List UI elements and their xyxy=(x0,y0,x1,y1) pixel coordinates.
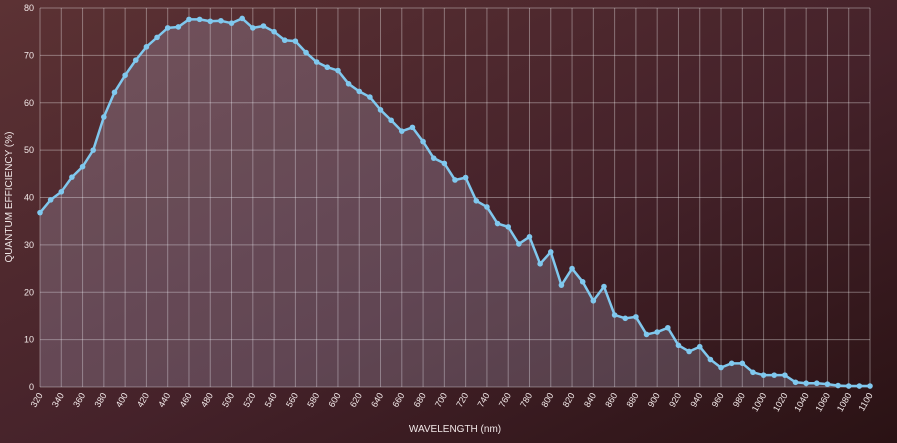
point xyxy=(409,124,416,131)
point xyxy=(164,25,171,31)
point xyxy=(143,44,150,50)
point xyxy=(218,17,224,24)
point xyxy=(111,89,118,96)
point xyxy=(611,312,618,318)
point xyxy=(569,265,575,272)
point xyxy=(718,364,724,371)
point xyxy=(239,15,245,22)
point xyxy=(388,117,394,124)
x-axis-title: WAVELENGTH (nm) xyxy=(409,424,501,435)
point xyxy=(792,379,799,386)
point xyxy=(420,138,426,145)
y-tick-label: 70 xyxy=(24,50,34,60)
point xyxy=(154,34,160,41)
y-tick-label: 0 xyxy=(29,382,34,392)
point xyxy=(292,38,299,44)
point xyxy=(824,381,831,387)
point xyxy=(335,67,341,74)
point xyxy=(367,94,373,100)
point xyxy=(58,189,65,195)
point xyxy=(250,25,256,31)
point xyxy=(228,20,235,26)
point xyxy=(122,72,128,79)
y-tick-label: 40 xyxy=(24,193,34,203)
point xyxy=(516,241,522,247)
point xyxy=(675,342,682,349)
point xyxy=(526,234,533,240)
point xyxy=(260,23,267,29)
point xyxy=(537,261,543,267)
y-tick-label: 60 xyxy=(24,98,34,108)
point xyxy=(782,372,788,378)
point xyxy=(473,198,480,204)
area xyxy=(40,18,870,388)
point xyxy=(835,382,841,389)
point xyxy=(845,383,852,389)
point xyxy=(313,59,320,65)
point xyxy=(356,88,363,95)
point xyxy=(686,348,692,355)
point xyxy=(728,360,735,367)
point xyxy=(101,114,107,120)
point xyxy=(707,356,714,363)
point xyxy=(803,380,809,387)
point xyxy=(345,81,352,87)
y-tick-label: 80 xyxy=(24,3,34,13)
point xyxy=(377,107,384,113)
point xyxy=(132,57,139,63)
point xyxy=(643,331,650,338)
point xyxy=(590,297,597,304)
point xyxy=(207,18,214,25)
point xyxy=(760,372,767,378)
point xyxy=(813,380,820,387)
point xyxy=(654,329,660,335)
point xyxy=(856,383,863,389)
y-axis-title: QUANTUM EFFICIENCY (%) xyxy=(4,132,15,263)
point xyxy=(196,16,203,23)
point xyxy=(558,282,565,288)
y-tick-label: 20 xyxy=(24,287,34,297)
point xyxy=(47,197,54,203)
point xyxy=(601,283,607,290)
y-tick-label: 30 xyxy=(24,240,34,250)
point xyxy=(398,128,405,134)
point xyxy=(739,360,746,367)
point xyxy=(441,160,448,167)
y-tick-label: 50 xyxy=(24,145,34,155)
point xyxy=(90,147,97,153)
point xyxy=(186,16,192,23)
y-tick-label: 10 xyxy=(24,335,34,345)
point xyxy=(37,209,43,216)
point xyxy=(324,64,331,71)
point xyxy=(622,315,629,322)
point xyxy=(867,383,873,389)
point xyxy=(175,24,182,30)
point xyxy=(579,279,586,285)
point xyxy=(452,177,458,183)
point xyxy=(79,163,86,170)
point xyxy=(633,314,639,320)
point xyxy=(303,49,309,56)
point xyxy=(484,204,490,210)
point xyxy=(494,220,501,227)
point xyxy=(665,324,671,331)
point xyxy=(69,174,75,180)
point xyxy=(281,37,288,44)
point xyxy=(771,372,778,378)
point xyxy=(696,343,703,350)
point xyxy=(430,155,437,161)
point xyxy=(547,249,554,255)
point xyxy=(271,28,277,35)
point xyxy=(750,369,756,376)
point xyxy=(462,174,469,181)
point xyxy=(505,224,512,230)
